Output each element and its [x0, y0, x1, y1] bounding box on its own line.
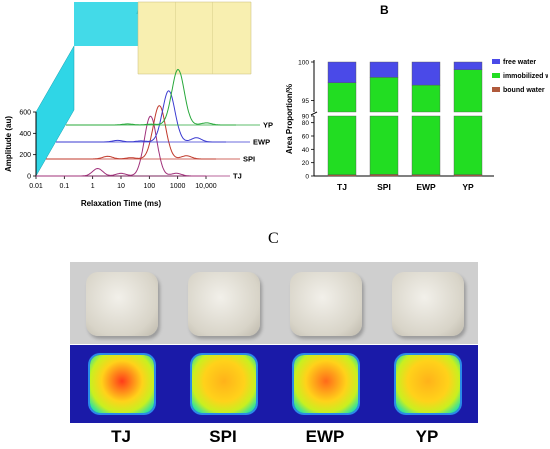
y-tick-label: 0	[27, 174, 31, 181]
x-tick-label: 10,000	[195, 183, 217, 190]
series-curve-yp	[66, 68, 236, 126]
sample-photo-spi	[188, 272, 260, 336]
bar-segment-immobilized-water	[411, 115, 441, 175]
bar-segment-immobilized-water	[327, 115, 357, 175]
series-curve-tj	[36, 115, 206, 177]
bar-segment-bound-water	[327, 174, 357, 177]
sample-label-tj: TJ	[111, 427, 131, 446]
relaxation-chart: 0 200 400 600 Amplitude (au) 0.01 0.1 1 10 100 100…	[4, 1, 273, 208]
y-tick-label: 60	[302, 134, 310, 141]
series-label: TJ	[233, 172, 242, 181]
y-tick-label: 90	[302, 114, 310, 121]
bar-segment-immobilized-water	[453, 115, 483, 175]
y-tick-label: 20	[302, 160, 310, 167]
x-tick-label: 0.01	[29, 183, 43, 190]
legend-swatch	[492, 73, 500, 78]
bar-segment-free-water	[411, 61, 441, 86]
panel-b-letter: B	[380, 3, 389, 17]
left-wall-plane	[35, 45, 75, 177]
legend-swatch	[492, 59, 500, 64]
bar-segment-free-water	[369, 61, 399, 78]
axis-break-mark	[310, 111, 318, 116]
y-tick-label: 95	[302, 98, 310, 105]
x-axis-label: Relaxation Time (ms)	[81, 199, 162, 208]
bar-segment-bound-water	[453, 174, 483, 177]
x-category-label: TJ	[337, 182, 347, 192]
mri-image-tj	[90, 355, 154, 413]
x-tick-label: 100	[143, 183, 155, 190]
series-curve-spi	[46, 105, 216, 160]
x-tick-label: 1000	[170, 183, 186, 190]
bar-segment-immobilized-water	[411, 84, 441, 113]
x-tick-label: 10	[117, 183, 125, 190]
bar-segment-bound-water	[411, 174, 441, 177]
y-tick-label: 400	[19, 131, 31, 138]
mri-image-yp	[396, 355, 460, 413]
sample-photo-yp	[392, 272, 464, 336]
y-tick-label: 100	[298, 60, 309, 67]
mri-image-ewp	[294, 355, 358, 413]
mri-image-spi	[192, 355, 256, 413]
series-label: EWP	[253, 138, 270, 147]
back-wall-plane	[137, 1, 252, 75]
series-label: SPI	[243, 155, 255, 164]
bar-segment-free-water	[453, 61, 483, 70]
bar-segment-free-water	[327, 61, 357, 83]
legend-swatch	[492, 87, 500, 92]
bar-segment-immobilized-water	[327, 82, 357, 113]
bar-segment-immobilized-water	[369, 115, 399, 175]
sample-photo-ewp	[290, 272, 362, 336]
series-label: YP	[263, 121, 273, 130]
legend-label: immobilized water	[503, 73, 548, 80]
mri-image-row	[70, 345, 478, 423]
x-category-label: EWP	[416, 182, 436, 192]
x-category-label: SPI	[377, 182, 391, 192]
bar-segment-bound-water	[369, 174, 399, 177]
y-axis-label: Area Proportion/%	[285, 84, 294, 154]
legend-label: bound water	[503, 87, 545, 94]
sample-label-spi: SPI	[209, 427, 237, 446]
y-tick-label: 0	[305, 174, 309, 181]
bar-segment-immobilized-water	[453, 69, 483, 113]
y-tick-label: 200	[19, 152, 31, 159]
sample-photo-tj	[86, 272, 158, 336]
x-tick-label: 0.1	[59, 183, 69, 190]
y-tick-label: 600	[19, 110, 31, 117]
left-wall-top	[74, 2, 138, 46]
panel-c-letter: C	[268, 230, 279, 247]
legend-label: free water	[503, 59, 536, 66]
y-tick-label: 80	[302, 120, 310, 127]
bar-segment-immobilized-water	[369, 77, 399, 113]
x-tick-label: 1	[91, 183, 95, 190]
x-category-label: YP	[462, 182, 474, 192]
series-curve-ewp	[56, 90, 226, 143]
sample-photo-row	[70, 262, 478, 344]
sample-label-ewp: EWP	[305, 427, 345, 446]
y-tick-label: 40	[302, 147, 310, 154]
y-axis-label: Amplitude (au)	[4, 116, 13, 172]
sample-label-yp: YP	[415, 427, 439, 446]
